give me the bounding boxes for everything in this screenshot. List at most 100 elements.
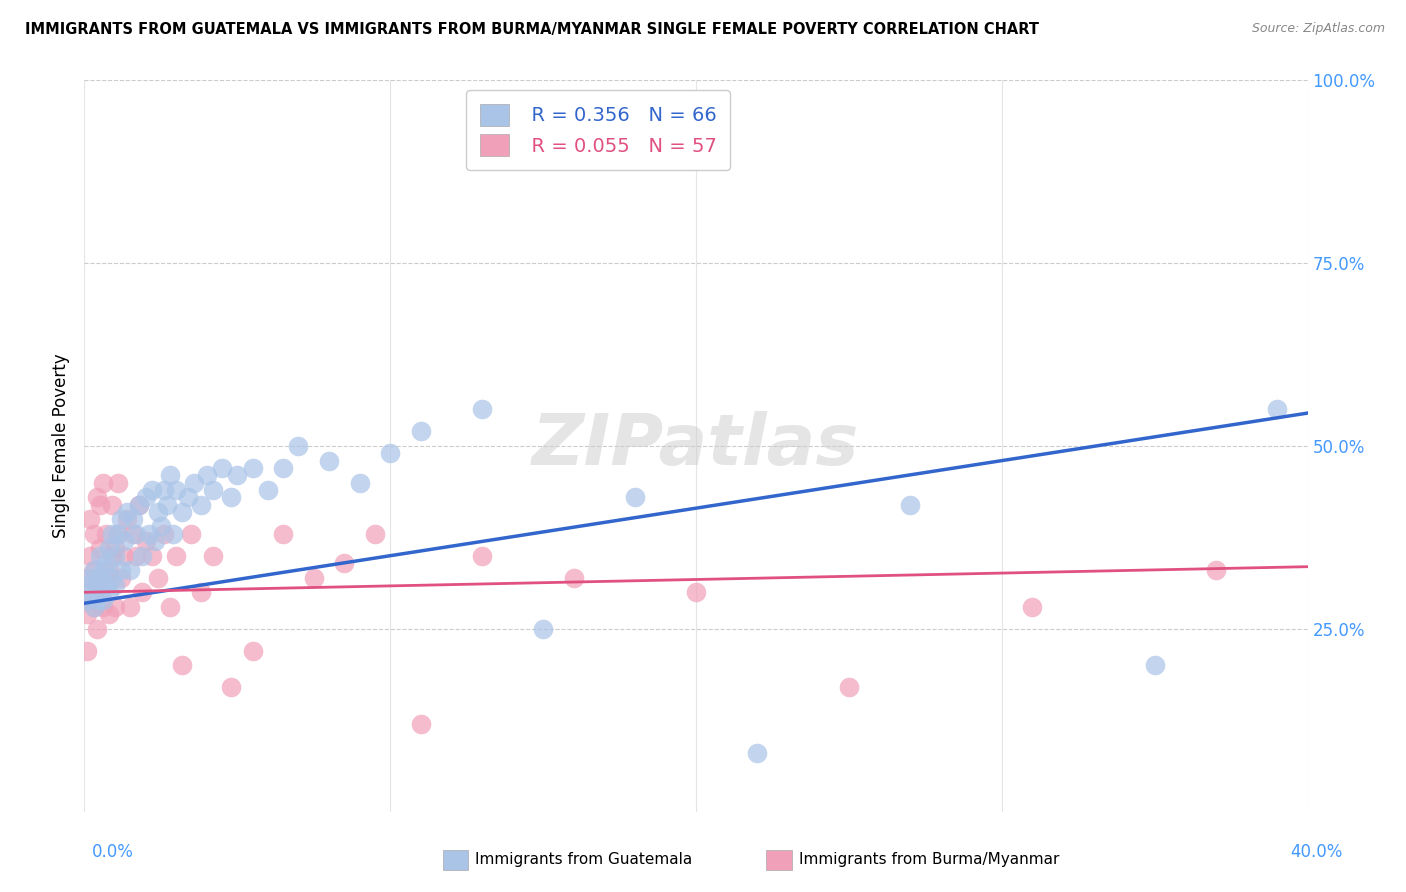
Point [333, 556, 356, 570]
Point [838, 681, 860, 695]
Point [104, 578, 127, 592]
Text: 0.0%: 0.0% [91, 843, 134, 861]
Legend:   R = 0.356   N = 66,   R = 0.055   N = 57: R = 0.356 N = 66, R = 0.055 N = 57 [467, 90, 730, 169]
Text: 40.0%: 40.0% [1291, 843, 1343, 861]
Point [271, 526, 294, 541]
Point [1265, 402, 1288, 417]
Point [120, 563, 142, 577]
Point [112, 549, 135, 563]
Point [94, 526, 117, 541]
Point [165, 549, 187, 563]
Point [89, 585, 111, 599]
Point [115, 505, 138, 519]
Point [101, 571, 124, 585]
Point [94, 556, 117, 570]
Point [89, 585, 111, 599]
Point [104, 599, 127, 614]
Point [89, 498, 111, 512]
Point [97, 585, 120, 599]
Point [94, 571, 117, 585]
Point [79, 549, 101, 563]
Point [156, 498, 179, 512]
Point [190, 498, 212, 512]
Point [242, 644, 264, 658]
Point [97, 541, 120, 556]
Point [685, 585, 707, 599]
Point [141, 483, 163, 497]
Point [302, 571, 325, 585]
Point [94, 578, 117, 592]
Point [1021, 599, 1043, 614]
Point [135, 534, 157, 549]
Point [159, 599, 181, 614]
Point [1143, 658, 1166, 673]
Point [122, 512, 145, 526]
Point [83, 599, 105, 614]
Text: ZIPatlas: ZIPatlas [533, 411, 859, 481]
Point [146, 505, 169, 519]
Point [219, 681, 242, 695]
Point [86, 490, 108, 504]
Point [79, 592, 101, 607]
Point [195, 468, 218, 483]
Point [125, 526, 148, 541]
Point [89, 571, 111, 585]
Point [79, 585, 101, 599]
Point [76, 571, 98, 585]
Point [128, 498, 150, 512]
Point [172, 505, 194, 519]
Point [226, 468, 249, 483]
Point [86, 622, 108, 636]
Point [79, 512, 101, 526]
Point [110, 563, 132, 577]
Point [107, 475, 129, 490]
Point [349, 475, 371, 490]
Point [898, 498, 921, 512]
Point [149, 519, 172, 533]
Point [83, 563, 105, 577]
Point [86, 592, 108, 607]
Point [172, 658, 194, 673]
Point [86, 578, 108, 592]
Point [83, 563, 105, 577]
Point [141, 549, 163, 563]
Point [112, 534, 135, 549]
Point [257, 483, 280, 497]
Point [624, 490, 647, 504]
Point [287, 439, 309, 453]
Point [153, 483, 176, 497]
Point [271, 461, 294, 475]
Point [318, 453, 340, 467]
Point [177, 490, 200, 504]
Text: Immigrants from Guatemala: Immigrants from Guatemala [475, 853, 693, 867]
Point [146, 571, 169, 585]
Point [101, 549, 124, 563]
Point [89, 541, 111, 556]
Point [364, 526, 387, 541]
Point [83, 526, 105, 541]
Text: Immigrants from Burma/Myanmar: Immigrants from Burma/Myanmar [799, 853, 1059, 867]
Point [91, 592, 114, 607]
Text: Source: ZipAtlas.com: Source: ZipAtlas.com [1251, 22, 1385, 36]
Point [219, 490, 242, 504]
Point [562, 571, 585, 585]
Point [138, 526, 160, 541]
Point [380, 446, 402, 460]
Point [131, 585, 153, 599]
Point [104, 541, 127, 556]
Point [122, 526, 145, 541]
Point [201, 549, 224, 563]
Point [89, 549, 111, 563]
Point [110, 512, 132, 526]
Point [242, 461, 264, 475]
Point [131, 549, 153, 563]
Point [76, 644, 98, 658]
Point [211, 461, 233, 475]
Point [104, 549, 127, 563]
Point [128, 498, 150, 512]
Point [107, 526, 129, 541]
Point [153, 526, 176, 541]
Point [91, 475, 114, 490]
Point [110, 571, 132, 585]
Point [162, 526, 184, 541]
